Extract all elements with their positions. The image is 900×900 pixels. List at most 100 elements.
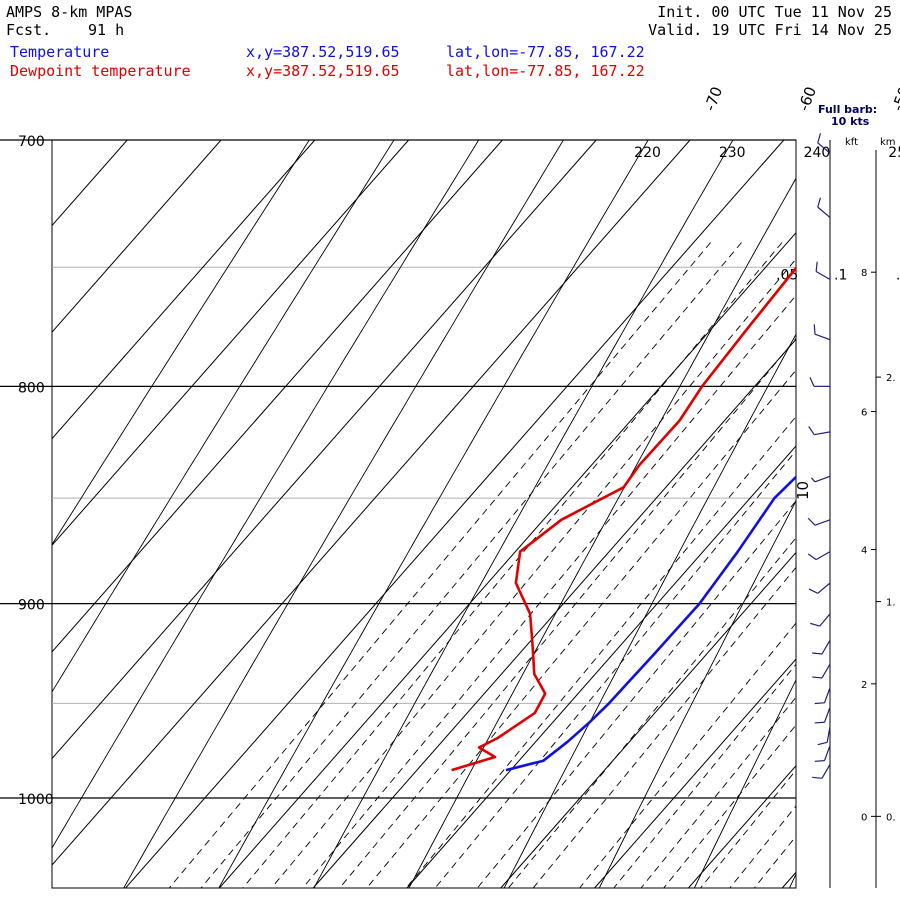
km-tick-label-0: 2. bbox=[886, 373, 896, 384]
mixing-ratio-line-0 bbox=[242, 242, 783, 888]
mixing-ratio-line-15 bbox=[507, 537, 796, 888]
isotherm--30 bbox=[406, 445, 796, 888]
isotherm--10 bbox=[594, 658, 796, 888]
isotherm--40 bbox=[312, 338, 796, 888]
mixing-ratio-line-11 bbox=[270, 258, 796, 888]
dry-adiabat-230 bbox=[313, 140, 734, 888]
legend-temperature-latlon: lat,lon=-77.85, 167.22 bbox=[446, 43, 645, 61]
mixing-ratio-line-4 bbox=[532, 566, 796, 888]
wind-barb-8 bbox=[807, 551, 831, 561]
isotherm--90 bbox=[52, 140, 503, 653]
mixing-ratio-line-14 bbox=[476, 500, 796, 888]
side-label: 10 bbox=[794, 481, 812, 500]
km-tick-label-1: 1. bbox=[886, 598, 896, 609]
isotherm--120 bbox=[52, 140, 222, 333]
isotherm--50 bbox=[219, 232, 796, 888]
pressure-label-700: 700 bbox=[18, 134, 45, 150]
isotherm--70 bbox=[52, 140, 691, 866]
kft-tick-label-3: 2 bbox=[861, 680, 867, 691]
plot-frame bbox=[51, 139, 797, 889]
kft-tick-label-4: 0 bbox=[861, 812, 867, 823]
legend-dewpoint-label: Dewpoint temperature bbox=[10, 62, 191, 80]
dry-adiabat-210 bbox=[123, 140, 564, 888]
isotherm--130 bbox=[52, 140, 128, 227]
mixing-ratio-line-12 bbox=[339, 337, 796, 888]
wind-barb-3 bbox=[813, 324, 831, 341]
kft-tick-label-2: 4 bbox=[861, 546, 867, 557]
mixing-ratio-line-17 bbox=[640, 696, 796, 888]
mixing-ratio-line-20 bbox=[798, 243, 900, 900]
wind-barb-10 bbox=[810, 613, 831, 627]
mixing-ratio-line-19 bbox=[793, 884, 796, 888]
wind-barb-14 bbox=[814, 707, 831, 724]
mixing-ratio-line-2 bbox=[366, 369, 796, 888]
isotherm--20 bbox=[500, 551, 796, 888]
kft-label: kft bbox=[845, 137, 858, 148]
dry-adiabat-260 bbox=[598, 499, 796, 888]
isotherm--110 bbox=[52, 140, 316, 440]
dry-adiabat-270 bbox=[693, 678, 796, 888]
isotherm-10 bbox=[781, 871, 796, 888]
model-title: AMPS 8-km MPAS bbox=[6, 3, 133, 21]
legend-dewpoint-xy: x,y=387.52,519.65 bbox=[246, 62, 400, 80]
legend-temperature-xy: x,y=387.52,519.65 bbox=[246, 43, 400, 61]
dewpoint-profile-line bbox=[451, 266, 796, 772]
theta-label-240: 240 bbox=[804, 145, 831, 161]
wind-barb-2 bbox=[815, 261, 831, 281]
kft-tick-label-1: 6 bbox=[861, 408, 867, 419]
isotherm--140 bbox=[0, 140, 33, 888]
isotherm--60 bbox=[125, 140, 785, 888]
isotherm-label--50: -50 bbox=[888, 84, 900, 113]
dry-adiabat-250 bbox=[503, 333, 796, 888]
wind-barb-11 bbox=[812, 639, 831, 655]
isotherm-label--70: -70 bbox=[701, 84, 726, 113]
mixing-ratio-line-9 bbox=[168, 242, 711, 888]
wind-barb-7 bbox=[807, 517, 831, 526]
forecast-hour: 91 h bbox=[88, 21, 125, 39]
isotherm-0 bbox=[688, 764, 796, 888]
mixing-ratio-line-7 bbox=[699, 769, 796, 888]
wind-barb-0 bbox=[817, 133, 831, 154]
dry-adiabat-220 bbox=[218, 140, 649, 888]
init-time: Init. 00 UTC Tue 11 Nov 25 bbox=[657, 3, 892, 21]
wind-barb-1 bbox=[817, 197, 831, 218]
legend-dewpoint-latlon: lat,lon=-77.85, 167.22 bbox=[446, 62, 645, 80]
mixing-ratio-line-13 bbox=[405, 415, 796, 888]
km-label: km bbox=[880, 137, 896, 148]
isotherm--100 bbox=[52, 140, 410, 547]
dry-adiabat-290 bbox=[861, 59, 900, 900]
mixing-ratio-line-18 bbox=[729, 805, 796, 888]
wind-legend-value: 10 kts bbox=[831, 115, 870, 128]
mixing-ratio-line-3 bbox=[434, 450, 796, 888]
mixing-ratio-line-16 bbox=[579, 622, 796, 888]
pressure-label-900: 900 bbox=[18, 598, 45, 614]
theta-label-230: 230 bbox=[719, 145, 746, 161]
wind-barb-4 bbox=[809, 377, 830, 387]
kft-tick-label-0: 8 bbox=[861, 268, 867, 279]
mixing-ratio-label-2: .2 bbox=[896, 268, 900, 284]
mixing-ratio-line-5 bbox=[613, 663, 796, 888]
pressure-label-1000: 1000 bbox=[18, 792, 54, 808]
legend-temperature-label: Temperature bbox=[10, 43, 110, 61]
wind-barb-9 bbox=[808, 582, 831, 594]
isotherm--80 bbox=[52, 140, 597, 760]
isotherm-20 bbox=[876, 140, 900, 888]
mixing-ratio-label-1: .1 bbox=[834, 268, 847, 284]
wind-barb-16 bbox=[814, 745, 831, 762]
mixing-ratio-line-8 bbox=[753, 835, 796, 888]
dry-adiabat-200 bbox=[52, 140, 480, 849]
temperature-profile-line bbox=[505, 475, 796, 772]
theta-label-250: 250 bbox=[888, 145, 900, 161]
dry-adiabat-180 bbox=[52, 140, 310, 546]
dry-adiabat-190 bbox=[52, 140, 395, 693]
valid-time: Valid. 19 UTC Fri 14 Nov 25 bbox=[648, 21, 892, 39]
wind-barb-17 bbox=[812, 764, 831, 779]
pressure-label-800: 800 bbox=[18, 380, 45, 396]
dry-adiabat-280 bbox=[789, 873, 796, 888]
forecast-label: Fcst. bbox=[6, 21, 52, 39]
wind-legend-title: Full barb: bbox=[818, 103, 878, 116]
dry-adiabat-240 bbox=[408, 177, 796, 888]
wind-barb-13 bbox=[814, 687, 831, 705]
